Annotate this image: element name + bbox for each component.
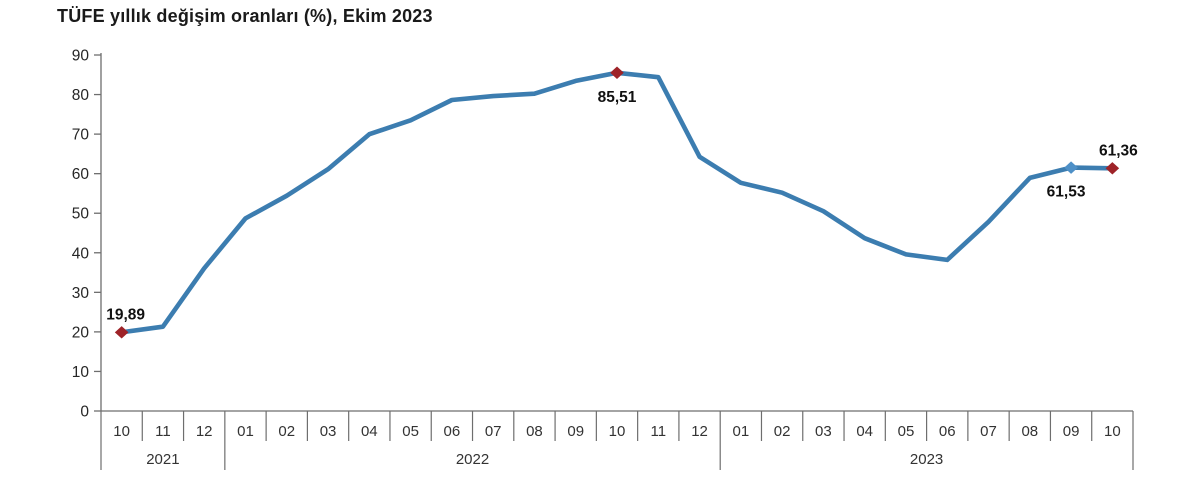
x-month-label: 11 <box>650 423 666 440</box>
y-axis-label: 0 <box>80 404 89 421</box>
x-month-label: 03 <box>815 423 832 440</box>
x-month-label: 05 <box>898 423 915 440</box>
x-month-label: 06 <box>444 423 461 440</box>
y-axis-label: 40 <box>72 245 90 262</box>
x-month-label: 01 <box>732 423 749 440</box>
data-label: 61,53 <box>1047 184 1086 201</box>
data-label: 19,89 <box>106 306 145 323</box>
data-marker <box>610 66 624 79</box>
x-month-label: 06 <box>939 423 956 440</box>
data-marker <box>1064 161 1078 174</box>
chart-title: TÜFE yıllık değişim oranları (%), Ekim 2… <box>57 6 433 26</box>
x-month-label: 02 <box>774 423 791 440</box>
y-axis-label: 70 <box>72 127 90 144</box>
x-month-label: 03 <box>320 423 337 440</box>
x-month-label: 10 <box>609 423 626 440</box>
x-month-label: 10 <box>1104 423 1121 440</box>
y-axis-label: 20 <box>72 324 90 341</box>
y-axis-label: 10 <box>72 364 90 381</box>
x-month-label: 11 <box>155 423 171 440</box>
x-month-label: 10 <box>113 423 130 440</box>
y-axis-label: 90 <box>72 48 90 65</box>
x-month-label: 07 <box>485 423 502 440</box>
y-axis-label: 50 <box>72 206 90 223</box>
y-axis-label: 30 <box>72 285 90 302</box>
data-marker <box>114 326 129 339</box>
data-label: 85,51 <box>598 89 637 106</box>
x-month-label: 12 <box>196 423 213 440</box>
x-month-label: 08 <box>1021 423 1038 440</box>
series-line <box>119 70 1115 335</box>
x-year-label: 2022 <box>456 451 489 468</box>
y-axis-label: 60 <box>72 166 90 183</box>
x-month-label: 08 <box>526 423 543 440</box>
x-month-label: 04 <box>856 423 873 440</box>
x-month-label: 02 <box>278 423 295 440</box>
x-month-label: 04 <box>361 423 378 440</box>
x-month-label: 09 <box>567 423 584 440</box>
x-year-label: 2021 <box>146 451 179 468</box>
x-month-label: 09 <box>1063 423 1080 440</box>
x-month-label: 05 <box>402 423 419 440</box>
x-month-label: 12 <box>691 423 708 440</box>
y-axis-label: 80 <box>72 87 90 104</box>
x-month-label: 01 <box>237 423 254 440</box>
data-label: 61,36 <box>1099 142 1138 159</box>
x-year-label: 2023 <box>910 451 943 468</box>
x-month-label: 07 <box>980 423 997 440</box>
data-marker <box>1105 162 1120 175</box>
